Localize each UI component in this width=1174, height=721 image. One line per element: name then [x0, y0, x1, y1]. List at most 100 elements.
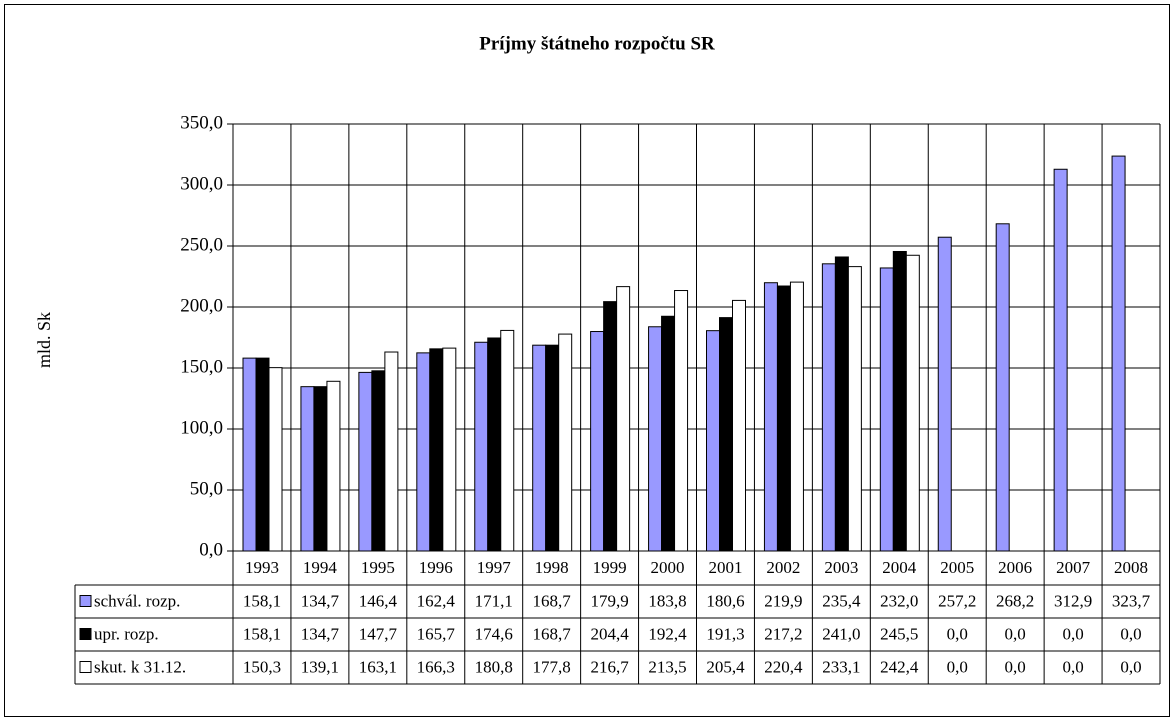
y-tick-label: 50,0 [190, 478, 223, 499]
table-value: 219,9 [764, 591, 802, 610]
x-tick-label: 2007 [1056, 558, 1091, 577]
bar [763, 282, 778, 552]
x-tick-label: 2006 [998, 558, 1032, 577]
bar [847, 266, 862, 552]
bar [416, 352, 431, 552]
table-value: 180,8 [475, 657, 513, 676]
bar [719, 317, 733, 552]
bar [879, 267, 894, 552]
table-value: 242,4 [880, 657, 919, 676]
x-tick-label: 2004 [882, 558, 917, 577]
x-tick-label: 1995 [361, 558, 395, 577]
table-value: 146,4 [359, 591, 398, 610]
bar [255, 357, 270, 552]
bar [371, 370, 386, 552]
bar [834, 256, 849, 552]
bar [487, 337, 502, 552]
bar [545, 344, 560, 552]
table-value: 0,0 [947, 624, 968, 643]
table-value: 158,1 [243, 591, 281, 610]
x-tick-label: 1996 [419, 558, 453, 577]
x-tick-label: 1999 [593, 558, 627, 577]
bar [442, 347, 457, 552]
bar [1111, 155, 1126, 552]
x-tick-label: 1994 [303, 558, 338, 577]
table-value: 147,7 [359, 624, 398, 643]
x-tick-label: 2000 [651, 558, 685, 577]
x-tick-label: 2003 [824, 558, 858, 577]
bar [706, 330, 720, 552]
table-value: 168,7 [533, 591, 572, 610]
table-value: 323,7 [1112, 591, 1151, 610]
table-value: 192,4 [648, 624, 687, 643]
table-value: 257,2 [938, 591, 976, 610]
bar [474, 341, 489, 552]
bar [937, 236, 952, 552]
table-value: 191,3 [706, 624, 744, 643]
bar [1053, 168, 1068, 552]
table-value: 268,2 [996, 591, 1034, 610]
table-value: 0,0 [1005, 624, 1026, 643]
table-value: 0,0 [1120, 624, 1141, 643]
table-value: 205,4 [706, 657, 745, 676]
x-tick-label: 1997 [477, 558, 512, 577]
bar [789, 281, 804, 552]
table-value: 158,1 [243, 624, 281, 643]
bar [326, 380, 341, 552]
y-axis-label: mld. Sk [34, 312, 54, 368]
legend-key [79, 661, 92, 673]
bar [300, 386, 315, 552]
bar [268, 367, 283, 552]
y-tick-label: 250,0 [180, 234, 223, 255]
table-value: 162,4 [417, 591, 456, 610]
table-value: 134,7 [301, 624, 340, 643]
table-value: 166,3 [417, 657, 455, 676]
legend-label: upr. rozp. [94, 624, 159, 643]
table-value: 204,4 [590, 624, 629, 643]
table-value: 171,1 [475, 591, 513, 610]
table-value: 163,1 [359, 657, 397, 676]
bar [590, 331, 605, 552]
table-value: 232,0 [880, 591, 918, 610]
table-value: 241,0 [822, 624, 860, 643]
y-tick-label: 0,0 [199, 539, 223, 560]
legend-label: schvál. rozp. [94, 591, 180, 610]
x-tick-label: 1998 [535, 558, 569, 577]
table-value: 235,4 [822, 591, 861, 610]
y-tick-label: 300,0 [180, 173, 223, 194]
bar [616, 286, 631, 552]
bar [500, 329, 515, 552]
bar [313, 386, 328, 552]
legend-key [79, 595, 92, 607]
bar [674, 290, 689, 552]
table-value: 245,5 [880, 624, 918, 643]
bar [603, 301, 618, 552]
table-value: 174,6 [475, 624, 513, 643]
legend-key [79, 628, 92, 640]
x-tick-label: 2008 [1114, 558, 1148, 577]
y-tick-label: 100,0 [180, 417, 223, 438]
table-value: 139,1 [301, 657, 339, 676]
table-value: 0,0 [1062, 624, 1083, 643]
table-value: 0,0 [1062, 657, 1083, 676]
bar [648, 326, 663, 552]
y-tick-label: 350,0 [180, 112, 223, 133]
bar [358, 371, 373, 552]
table-value: 216,7 [590, 657, 629, 676]
bar [558, 333, 573, 552]
x-tick-label: 2005 [940, 558, 974, 577]
legend-label: skut. k 31.12. [94, 657, 186, 676]
y-tick-label: 200,0 [180, 295, 223, 316]
table-value: 180,6 [706, 591, 744, 610]
chart-title: Príjmy štátneho rozpočtu SR [479, 33, 715, 54]
table-value: 165,7 [417, 624, 456, 643]
table-value: 312,9 [1054, 591, 1092, 610]
table-value: 213,5 [648, 657, 686, 676]
bar [661, 315, 676, 552]
bar [384, 351, 399, 552]
bar [532, 344, 547, 552]
table-value: 179,9 [590, 591, 628, 610]
table-value: 183,8 [648, 591, 686, 610]
table-value: 217,2 [764, 624, 802, 643]
table-value: 0,0 [1005, 657, 1026, 676]
